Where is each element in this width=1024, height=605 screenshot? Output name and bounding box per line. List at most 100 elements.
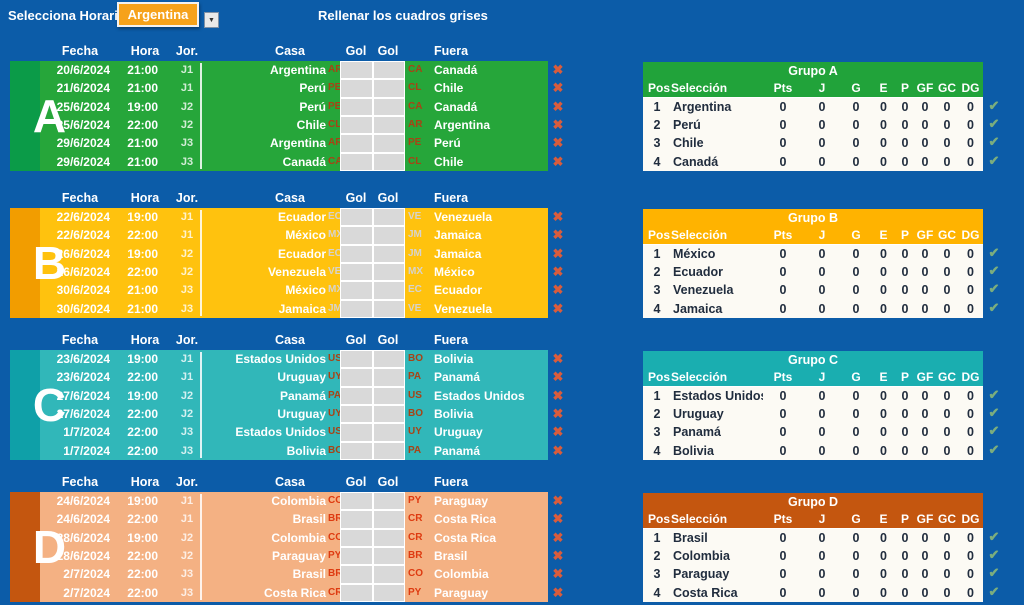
stat-cell-g: 0 bbox=[852, 118, 860, 133]
away-goal-input[interactable] bbox=[372, 97, 405, 116]
confirm-team-button[interactable]: ✔ bbox=[984, 133, 1004, 151]
home-goal-input[interactable] bbox=[340, 134, 373, 153]
away-goal-input[interactable] bbox=[372, 547, 405, 566]
home-goal-input[interactable] bbox=[340, 565, 373, 584]
away-goal-input[interactable] bbox=[372, 116, 405, 135]
home-goal-input[interactable] bbox=[340, 281, 373, 300]
stat-cell-pts: 0 bbox=[779, 136, 787, 151]
away-goal-input[interactable] bbox=[372, 263, 405, 282]
home-goal-input[interactable] bbox=[340, 350, 373, 369]
home-goal-input[interactable] bbox=[340, 547, 373, 566]
away-goal-input[interactable] bbox=[372, 79, 405, 98]
home-team-code: CA bbox=[328, 155, 343, 167]
standings-col-p: P bbox=[900, 81, 909, 95]
dropdown-arrow-button[interactable]: ▼ bbox=[204, 12, 219, 28]
home-goal-input[interactable] bbox=[340, 116, 373, 135]
match-time: 22:00 bbox=[127, 118, 158, 132]
home-goal-input[interactable] bbox=[340, 299, 373, 318]
away-goal-input[interactable] bbox=[372, 226, 405, 245]
home-goal-input[interactable] bbox=[340, 510, 373, 529]
home-goal-input[interactable] bbox=[340, 61, 373, 80]
away-goal-input[interactable] bbox=[372, 565, 405, 584]
delete-match-button[interactable]: ✖ bbox=[549, 492, 567, 510]
home-goal-input[interactable] bbox=[340, 208, 373, 227]
confirm-team-button[interactable]: ✔ bbox=[984, 528, 1004, 546]
away-goal-input[interactable] bbox=[372, 244, 405, 263]
home-goal-input[interactable] bbox=[340, 244, 373, 263]
home-goal-input[interactable] bbox=[340, 583, 373, 602]
away-goal-input[interactable] bbox=[372, 583, 405, 602]
confirm-team-button[interactable]: ✔ bbox=[984, 280, 1004, 298]
home-goal-input[interactable] bbox=[340, 492, 373, 511]
away-goal-input[interactable] bbox=[372, 510, 405, 529]
delete-match-button[interactable]: ✖ bbox=[549, 387, 567, 405]
delete-icon: ✖ bbox=[552, 209, 564, 224]
delete-match-button[interactable]: ✖ bbox=[549, 529, 567, 547]
delete-match-button[interactable]: ✖ bbox=[549, 61, 567, 79]
away-goal-input[interactable] bbox=[372, 350, 405, 369]
away-goal-input[interactable] bbox=[372, 423, 405, 442]
away-goal-input[interactable] bbox=[372, 368, 405, 387]
home-goal-input[interactable] bbox=[340, 97, 373, 116]
delete-match-button[interactable]: ✖ bbox=[549, 442, 567, 460]
standings-col-g: G bbox=[851, 512, 861, 526]
away-goal-input[interactable] bbox=[372, 152, 405, 171]
delete-match-button[interactable]: ✖ bbox=[549, 300, 567, 318]
away-goal-input[interactable] bbox=[372, 299, 405, 318]
delete-match-button[interactable]: ✖ bbox=[549, 245, 567, 263]
delete-match-button[interactable]: ✖ bbox=[549, 510, 567, 528]
horario-dropdown[interactable]: Argentina bbox=[117, 2, 199, 27]
home-goal-input[interactable] bbox=[340, 386, 373, 405]
away-goal-input[interactable] bbox=[372, 441, 405, 460]
col-header-gol2: Gol bbox=[377, 475, 399, 489]
confirm-team-button[interactable]: ✔ bbox=[984, 115, 1004, 133]
home-goal-input[interactable] bbox=[340, 152, 373, 171]
away-goal-input[interactable] bbox=[372, 405, 405, 424]
confirm-team-button[interactable]: ✔ bbox=[984, 404, 1004, 422]
delete-match-button[interactable]: ✖ bbox=[549, 116, 567, 134]
confirm-team-button[interactable]: ✔ bbox=[984, 564, 1004, 582]
delete-match-button[interactable]: ✖ bbox=[549, 565, 567, 583]
delete-match-button[interactable]: ✖ bbox=[549, 423, 567, 441]
delete-match-button[interactable]: ✖ bbox=[549, 98, 567, 116]
home-goal-input[interactable] bbox=[340, 423, 373, 442]
delete-match-button[interactable]: ✖ bbox=[549, 226, 567, 244]
home-goal-input[interactable] bbox=[340, 226, 373, 245]
confirm-team-button[interactable]: ✔ bbox=[984, 262, 1004, 280]
delete-match-button[interactable]: ✖ bbox=[549, 134, 567, 152]
delete-match-button[interactable]: ✖ bbox=[549, 263, 567, 281]
home-goal-input[interactable] bbox=[340, 263, 373, 282]
delete-match-button[interactable]: ✖ bbox=[549, 281, 567, 299]
confirm-team-button[interactable]: ✔ bbox=[984, 244, 1004, 262]
home-goal-input[interactable] bbox=[340, 441, 373, 460]
confirm-team-button[interactable]: ✔ bbox=[984, 386, 1004, 404]
confirm-team-button[interactable]: ✔ bbox=[984, 97, 1004, 115]
away-goal-input[interactable] bbox=[372, 528, 405, 547]
away-goal-input[interactable] bbox=[372, 134, 405, 153]
away-goal-input[interactable] bbox=[372, 492, 405, 511]
confirm-team-button[interactable]: ✔ bbox=[984, 422, 1004, 440]
delete-match-button[interactable]: ✖ bbox=[549, 153, 567, 171]
home-goal-input[interactable] bbox=[340, 368, 373, 387]
stat-cell-gf: 0 bbox=[921, 585, 929, 600]
away-team-code: PY bbox=[408, 495, 422, 506]
home-goal-input[interactable] bbox=[340, 405, 373, 424]
confirm-team-button[interactable]: ✔ bbox=[984, 583, 1004, 601]
confirm-team-button[interactable]: ✔ bbox=[984, 546, 1004, 564]
delete-match-button[interactable]: ✖ bbox=[549, 79, 567, 97]
delete-match-button[interactable]: ✖ bbox=[549, 208, 567, 226]
away-goal-input[interactable] bbox=[372, 281, 405, 300]
delete-match-button[interactable]: ✖ bbox=[549, 350, 567, 368]
home-goal-input[interactable] bbox=[340, 79, 373, 98]
delete-match-button[interactable]: ✖ bbox=[549, 547, 567, 565]
away-goal-input[interactable] bbox=[372, 386, 405, 405]
confirm-team-button[interactable]: ✔ bbox=[984, 152, 1004, 170]
delete-match-button[interactable]: ✖ bbox=[549, 368, 567, 386]
away-goal-input[interactable] bbox=[372, 61, 405, 80]
delete-match-button[interactable]: ✖ bbox=[549, 405, 567, 423]
confirm-team-button[interactable]: ✔ bbox=[984, 299, 1004, 317]
delete-match-button[interactable]: ✖ bbox=[549, 584, 567, 602]
away-goal-input[interactable] bbox=[372, 208, 405, 227]
home-goal-input[interactable] bbox=[340, 528, 373, 547]
confirm-team-button[interactable]: ✔ bbox=[984, 441, 1004, 459]
